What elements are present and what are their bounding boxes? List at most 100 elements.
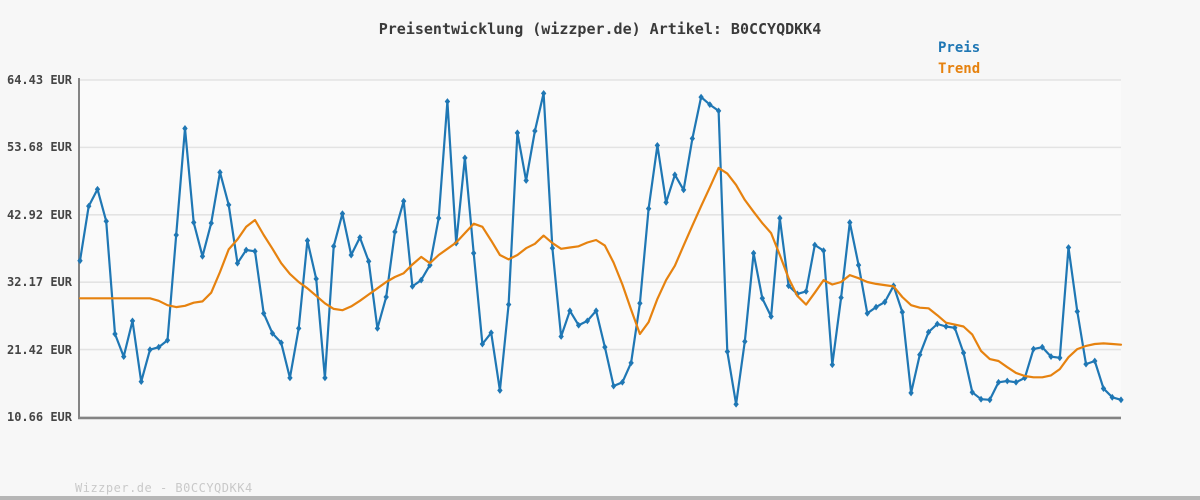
price-marker [619, 378, 626, 386]
price-marker [191, 219, 197, 226]
price-marker [689, 135, 696, 142]
price-marker [978, 395, 984, 403]
price-marker [497, 387, 503, 394]
price-marker [742, 338, 748, 345]
price-marker [357, 234, 363, 241]
price-marker [383, 293, 389, 301]
price-marker [226, 201, 232, 209]
price-marker [864, 309, 871, 317]
price-marker [934, 320, 940, 328]
price-marker [707, 101, 713, 109]
price-marker [278, 339, 284, 347]
y-tick-label: 42.92 EUR [6, 207, 72, 222]
trend-line [78, 166, 1123, 379]
price-marker [261, 309, 267, 317]
price-marker [86, 202, 92, 210]
price-marker [1092, 357, 1098, 365]
y-tick-label: 21.42 EUR [6, 342, 72, 357]
price-marker [182, 125, 188, 132]
chart-legend: Preis Trend [938, 38, 980, 80]
price-marker [243, 246, 249, 254]
price-marker [1100, 385, 1107, 392]
price-marker [164, 336, 171, 344]
price-marker [112, 330, 118, 338]
price-marker [680, 186, 687, 194]
price-marker [156, 343, 162, 351]
price-marker [549, 244, 556, 252]
price-marker [952, 324, 958, 332]
price-marker [94, 185, 101, 193]
price-marker [1074, 308, 1080, 315]
price-marker [995, 378, 1002, 386]
price-marker [1057, 354, 1063, 362]
price-marker [925, 328, 932, 336]
legend-item-preis: Preis [938, 38, 980, 59]
price-marker [470, 249, 477, 257]
price-marker [829, 361, 836, 369]
watermark: Wizzper.de - B0CCYQDKK4 [75, 481, 253, 495]
price-marker [313, 275, 319, 283]
price-marker [637, 299, 643, 307]
price-marker [269, 329, 276, 337]
price-marker [882, 298, 888, 306]
price-marker [628, 359, 634, 367]
price-marker [873, 303, 879, 311]
price-marker [532, 127, 538, 135]
price-marker [610, 382, 617, 390]
price-marker [365, 257, 372, 265]
price-marker [733, 400, 739, 408]
price-marker [505, 301, 512, 308]
price-marker [138, 378, 144, 386]
price-marker [392, 228, 398, 236]
price-marker [1039, 343, 1045, 351]
price-marker [855, 261, 862, 269]
price-marker [698, 93, 704, 101]
price-marker [567, 307, 573, 315]
price-marker [348, 251, 354, 259]
price-marker [199, 252, 206, 260]
price-marker [645, 205, 652, 213]
price-marker [304, 237, 311, 245]
price-marker [479, 340, 486, 348]
y-tick-label: 53.68 EUR [6, 140, 72, 155]
footer-strip [0, 496, 1200, 500]
price-marker [322, 374, 328, 382]
price-marker [724, 348, 731, 355]
price-marker [462, 154, 468, 162]
price-marker [768, 313, 774, 320]
price-marker [960, 349, 967, 357]
price-marker [523, 177, 529, 184]
price-marker [1048, 353, 1054, 360]
price-marker [77, 257, 83, 265]
price-marker [400, 197, 407, 205]
price-marker [785, 282, 792, 290]
price-marker [129, 317, 136, 325]
price-marker [374, 324, 381, 332]
price-marker [759, 294, 766, 302]
price-marker [969, 388, 975, 396]
legend-label-trend: Trend [938, 61, 981, 77]
price-marker [287, 374, 293, 382]
price-marker [838, 294, 844, 302]
price-line [78, 92, 1123, 406]
price-marker [820, 247, 827, 255]
price-marker [252, 247, 258, 255]
plot-area [79, 80, 1121, 417]
price-marker [812, 241, 818, 249]
price-marker [234, 259, 241, 267]
price-marker [602, 343, 608, 351]
price-marker [295, 324, 302, 332]
price-marker [444, 98, 451, 105]
price-marker [672, 171, 678, 179]
price-marker [750, 249, 757, 257]
price-marker [1065, 244, 1072, 251]
price-marker [803, 288, 809, 295]
price-marker [540, 89, 547, 97]
price-marker [409, 282, 416, 290]
price-marker [488, 329, 494, 337]
y-tick-label: 32.17 EUR [6, 275, 72, 290]
price-marker [584, 317, 591, 325]
price-marker [103, 217, 109, 225]
price-marker [1013, 378, 1019, 386]
